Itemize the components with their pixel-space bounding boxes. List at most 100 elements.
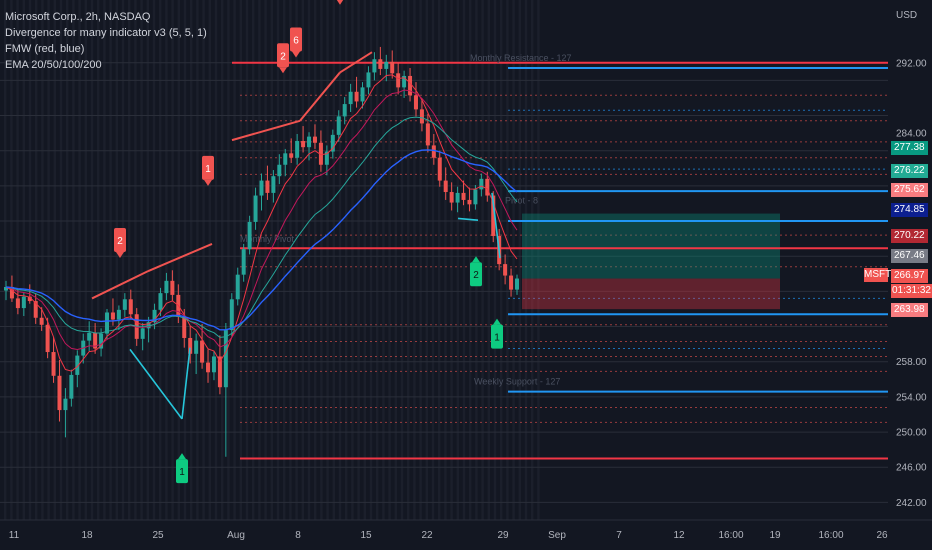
candle bbox=[15, 288, 20, 315]
session-stripe bbox=[469, 0, 472, 520]
session-stripe bbox=[345, 0, 348, 520]
session-stripe bbox=[487, 0, 490, 520]
marker-label: 6 bbox=[293, 35, 299, 46]
time-tick-label: 26 bbox=[876, 530, 888, 541]
candle bbox=[259, 173, 264, 211]
session-stripe bbox=[407, 0, 410, 520]
session-stripe bbox=[524, 0, 528, 520]
session-stripe bbox=[369, 0, 373, 520]
candle bbox=[348, 83, 353, 112]
session-stripe bbox=[121, 0, 125, 520]
candle bbox=[217, 335, 222, 395]
candle-body bbox=[461, 192, 466, 200]
candle-body bbox=[384, 61, 389, 69]
candle-body bbox=[110, 312, 115, 320]
session-stripe bbox=[500, 0, 503, 520]
candle-body bbox=[455, 192, 460, 203]
session-stripe bbox=[41, 0, 44, 520]
session-stripe bbox=[90, 0, 94, 520]
session-stripe bbox=[208, 0, 211, 520]
candles bbox=[4, 46, 519, 457]
candle bbox=[318, 130, 323, 172]
candle bbox=[295, 133, 300, 165]
candle-body bbox=[479, 178, 484, 190]
sell-signal-marker: 6 bbox=[290, 27, 302, 58]
candle bbox=[188, 325, 193, 364]
marker-body bbox=[290, 27, 302, 52]
price-tick-label: 246.00 bbox=[896, 463, 927, 474]
candle bbox=[39, 307, 44, 331]
price-tick-label: 242.00 bbox=[896, 498, 927, 509]
price-tick-label: 258.00 bbox=[896, 357, 927, 368]
legend-indicator-fmw[interactable]: FMW (red, blue) bbox=[5, 43, 85, 55]
session-stripe bbox=[177, 0, 180, 520]
candle-body bbox=[39, 317, 44, 325]
time-tick-label: Sep bbox=[548, 530, 566, 541]
candle-body bbox=[223, 330, 228, 388]
candle bbox=[515, 274, 519, 295]
time-tick-label: 29 bbox=[497, 530, 509, 541]
candle-body bbox=[9, 286, 14, 299]
time-tick-label: 7 bbox=[616, 530, 622, 541]
bearish-divergence-line bbox=[91, 270, 149, 300]
price-tag: 274.85 bbox=[891, 203, 928, 217]
price-tick-label: 254.00 bbox=[896, 392, 927, 403]
candle-body bbox=[413, 95, 418, 110]
bullish-divergence-line bbox=[181, 347, 191, 419]
candle-body bbox=[360, 87, 365, 102]
candle bbox=[51, 337, 56, 383]
candle bbox=[33, 294, 38, 324]
session-stripe bbox=[314, 0, 317, 520]
price-tag: 277.38 bbox=[891, 141, 928, 155]
candle bbox=[122, 293, 127, 317]
session-stripe bbox=[190, 0, 193, 520]
session-stripes bbox=[4, 0, 540, 520]
candle-body bbox=[467, 199, 472, 205]
sell-signal-marker: 2 bbox=[277, 43, 289, 74]
candle-body bbox=[336, 116, 341, 135]
legend-indicator-divergence[interactable]: Divergence for many indicator v3 (5, 5, … bbox=[5, 27, 207, 39]
candle bbox=[63, 388, 68, 438]
axis-currency-label: USD bbox=[896, 10, 918, 21]
session-stripe bbox=[307, 0, 311, 520]
candle bbox=[437, 150, 442, 187]
candle-body bbox=[247, 221, 252, 250]
candle-body bbox=[402, 75, 407, 88]
candle-body bbox=[217, 356, 222, 388]
candle bbox=[402, 70, 407, 98]
candle-body bbox=[431, 145, 436, 158]
session-stripe bbox=[357, 0, 360, 520]
candle-body bbox=[491, 195, 496, 236]
ema200-line bbox=[5, 149, 518, 331]
session-stripe bbox=[134, 0, 137, 520]
candle bbox=[485, 171, 490, 202]
session-stripe bbox=[165, 0, 168, 520]
legend-symbol: Microsoft Corp., 2h, NASDAQ bbox=[5, 11, 151, 23]
session-stripe bbox=[363, 0, 366, 520]
session-stripe bbox=[152, 0, 156, 520]
candle bbox=[324, 145, 329, 176]
marker-body bbox=[277, 43, 289, 68]
marker-pointer bbox=[472, 256, 480, 263]
candle bbox=[194, 333, 199, 375]
session-stripe bbox=[233, 0, 236, 520]
bar-countdown: 01:31:32 bbox=[891, 284, 932, 298]
price-tag: 263.98 bbox=[891, 303, 928, 317]
candle-body bbox=[253, 195, 258, 222]
session-stripe bbox=[16, 0, 19, 520]
price-tag: 270.22 bbox=[891, 229, 928, 243]
session-stripe bbox=[258, 0, 261, 520]
candle bbox=[366, 66, 371, 95]
candle bbox=[479, 173, 484, 197]
time-tick-label: 16:00 bbox=[818, 530, 843, 541]
marker-label: 2 bbox=[117, 236, 123, 247]
session-stripe bbox=[115, 0, 118, 520]
price-tick-label: 292.00 bbox=[896, 58, 927, 69]
candle bbox=[57, 359, 62, 422]
marker-pointer bbox=[178, 453, 186, 460]
candle bbox=[247, 215, 252, 255]
session-stripe bbox=[78, 0, 81, 520]
legend-indicator-ema[interactable]: EMA 20/50/100/200 bbox=[5, 59, 102, 71]
ema50-line bbox=[5, 89, 518, 351]
